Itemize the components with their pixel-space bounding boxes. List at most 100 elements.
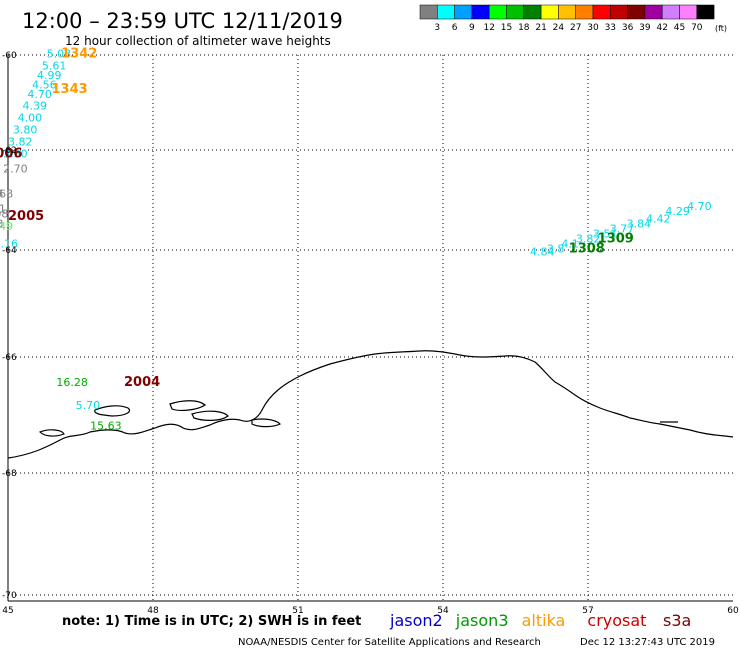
pass-number-label: 1343 [52, 82, 88, 97]
legend-swatch [437, 4, 455, 20]
wave-height-color-legend: 3 6 9 12 15 18 21 24 27 30 33 36 39 42 45 70 [419, 4, 715, 33]
wave-height-label: 3.49 [0, 220, 13, 233]
latitude-tick: -70 [2, 591, 17, 601]
pass-number-label: 2006 [0, 147, 22, 162]
legend-label: 18 [518, 23, 530, 33]
wave-height-label: 3.82 [576, 233, 601, 246]
legend-label: 33 [605, 23, 616, 33]
wave-height-label: 3.77 [610, 223, 635, 236]
satellite-legend: jason2 jason3 altika cryosat s3a [389, 611, 691, 630]
longitude-tick: 57 [582, 606, 593, 616]
footer-credit: NOAA/NESDIS Center for Satellite Applica… [238, 637, 541, 648]
pass-number-label: 1309 [598, 232, 634, 247]
legend-swatch [696, 4, 715, 20]
latitude-tick: -62 [2, 146, 17, 156]
wave-height-label: 2.31 [0, 203, 6, 216]
wave-height-label: 5.70 [76, 399, 101, 412]
latitude-tick: -66 [2, 353, 17, 363]
wave-height-label: 16.28 [56, 376, 87, 389]
legend-label: 70 [691, 23, 703, 33]
pass-number-label: 2004 [124, 375, 160, 390]
graticule [8, 54, 733, 601]
pass-number-label: 1342 [61, 46, 97, 61]
satellite-name: jason2 [389, 611, 443, 630]
legend-swatch [610, 4, 628, 20]
legend-unit: (ft) [715, 24, 727, 33]
legend-label: 24 [553, 23, 565, 33]
wave-height-label: 2.68 [0, 188, 13, 201]
legend-swatch [558, 4, 576, 20]
map-subtitle: 12 hour collection of altimeter wave hei… [65, 34, 331, 48]
wave-height-label: 2.82 [0, 175, 1, 188]
coastline [7, 350, 734, 459]
pass-number-label: 1308 [569, 242, 605, 257]
wave-height-label: 2.34 [0, 188, 4, 201]
legend-label: 12 [483, 23, 494, 33]
wave-height-label: 4.1 [561, 238, 579, 251]
legend-swatch [419, 4, 438, 20]
wave-height-label: 4.00 [18, 112, 42, 125]
legend-swatch [575, 4, 594, 20]
latitude-tick: -68 [2, 469, 17, 479]
satellite-name: s3a [663, 611, 691, 630]
legend-label: 27 [570, 23, 581, 33]
legend-swatch [661, 4, 680, 20]
wave-height-label: 3.84 [627, 218, 652, 231]
altimeter-labels: 5.035.614.994.564.704.394.003.803.823.30… [0, 46, 712, 432]
map-frame [7, 55, 733, 602]
wave-height-label: 4.29 [665, 205, 690, 218]
map-title: 12:00 – 23:59 UTC 12/11/2019 [22, 9, 343, 33]
legend-label: 42 [656, 23, 667, 33]
legend-swatch [454, 4, 473, 20]
legend-swatch [506, 4, 525, 20]
wave-height-label: 3.51 [593, 228, 618, 241]
wave-height-label: 5.61 [42, 59, 66, 72]
wave-height-label: 3.8 [547, 243, 565, 256]
legend-label: 39 [639, 23, 651, 33]
legend-swatch [488, 4, 507, 20]
wave-height-label: 4.99 [37, 69, 62, 82]
footer-timestamp: Dec 12 13:27:43 UTC 2019 [580, 637, 715, 648]
wave-height-label: 2.70 [3, 163, 28, 176]
satellite-name: jason3 [455, 611, 509, 630]
wave-height-label: 4.70 [687, 200, 712, 213]
legend-label: 36 [622, 23, 634, 33]
wave-height-label: 4.39 [23, 100, 48, 113]
legend-swatch [523, 4, 542, 20]
satellite-name: cryosat [587, 611, 646, 630]
legend-label: 15 [501, 23, 512, 33]
latitude-tick: -60 [2, 51, 17, 61]
legend-swatch [592, 4, 611, 20]
legend-label: 45 [674, 23, 685, 33]
wave-height-label: 5.03 [47, 47, 72, 60]
wave-height-label: 1.93 [0, 218, 4, 231]
legend-swatch [644, 4, 663, 20]
wave-height-label: 3.80 [13, 123, 38, 136]
wave-height-label: 2.08 [0, 208, 8, 221]
legend-label: 9 [469, 23, 475, 33]
wave-height-label: 4.56 [32, 78, 57, 91]
legend-swatch [540, 4, 559, 20]
latitude-tick: -64 [2, 246, 17, 256]
legend-label: 6 [452, 23, 458, 33]
longitude-tick: 45 [2, 606, 13, 616]
legend-swatch [471, 4, 490, 20]
legend-label: 30 [587, 23, 599, 33]
longitude-tick: 48 [147, 606, 159, 616]
footer-note: note: 1) Time is in UTC; 2) SWH is in fe… [62, 614, 361, 629]
longitude-tick-labels: 45 48 51 54 57 60 [2, 606, 739, 616]
legend-label: 3 [434, 23, 440, 33]
wave-height-label: 4.70 [27, 88, 52, 101]
wave-height-label: 4.42 [646, 213, 671, 226]
legend-label: 21 [535, 23, 546, 33]
legend-swatch [679, 4, 698, 20]
pass-number-label: 2005 [8, 209, 44, 224]
longitude-tick: 60 [727, 606, 739, 616]
legend-swatch [627, 4, 646, 20]
longitude-tick: 51 [292, 606, 303, 616]
latitude-tick-labels: -60 -62 -64 -66 -68 -70 [2, 51, 17, 601]
wave-height-label: 15.63 [90, 420, 122, 433]
satellite-name: altika [522, 611, 566, 630]
wave-height-label: 3.82 [8, 135, 33, 148]
